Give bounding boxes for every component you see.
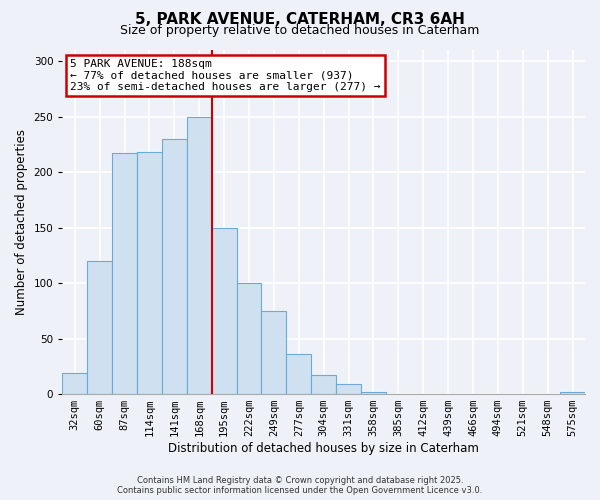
Bar: [87, 261, 112, 394]
Bar: [112, 153, 137, 394]
X-axis label: Distribution of detached houses by size in Caterham: Distribution of detached houses by size …: [168, 442, 479, 455]
Bar: [560, 392, 585, 394]
Text: Contains HM Land Registry data © Crown copyright and database right 2025.
Contai: Contains HM Land Registry data © Crown c…: [118, 476, 482, 495]
Bar: [187, 116, 212, 394]
Text: 5, PARK AVENUE, CATERHAM, CR3 6AH: 5, PARK AVENUE, CATERHAM, CR3 6AH: [135, 12, 465, 28]
Bar: [162, 139, 187, 394]
Bar: [62, 373, 87, 394]
Bar: [137, 152, 162, 394]
Bar: [361, 392, 386, 394]
Text: Size of property relative to detached houses in Caterham: Size of property relative to detached ho…: [121, 24, 479, 37]
Bar: [236, 283, 262, 394]
Bar: [286, 354, 311, 394]
Bar: [336, 384, 361, 394]
Bar: [212, 228, 236, 394]
Bar: [311, 375, 336, 394]
Bar: [262, 311, 286, 394]
Text: 5 PARK AVENUE: 188sqm
← 77% of detached houses are smaller (937)
23% of semi-det: 5 PARK AVENUE: 188sqm ← 77% of detached …: [70, 58, 380, 92]
Y-axis label: Number of detached properties: Number of detached properties: [15, 129, 28, 315]
